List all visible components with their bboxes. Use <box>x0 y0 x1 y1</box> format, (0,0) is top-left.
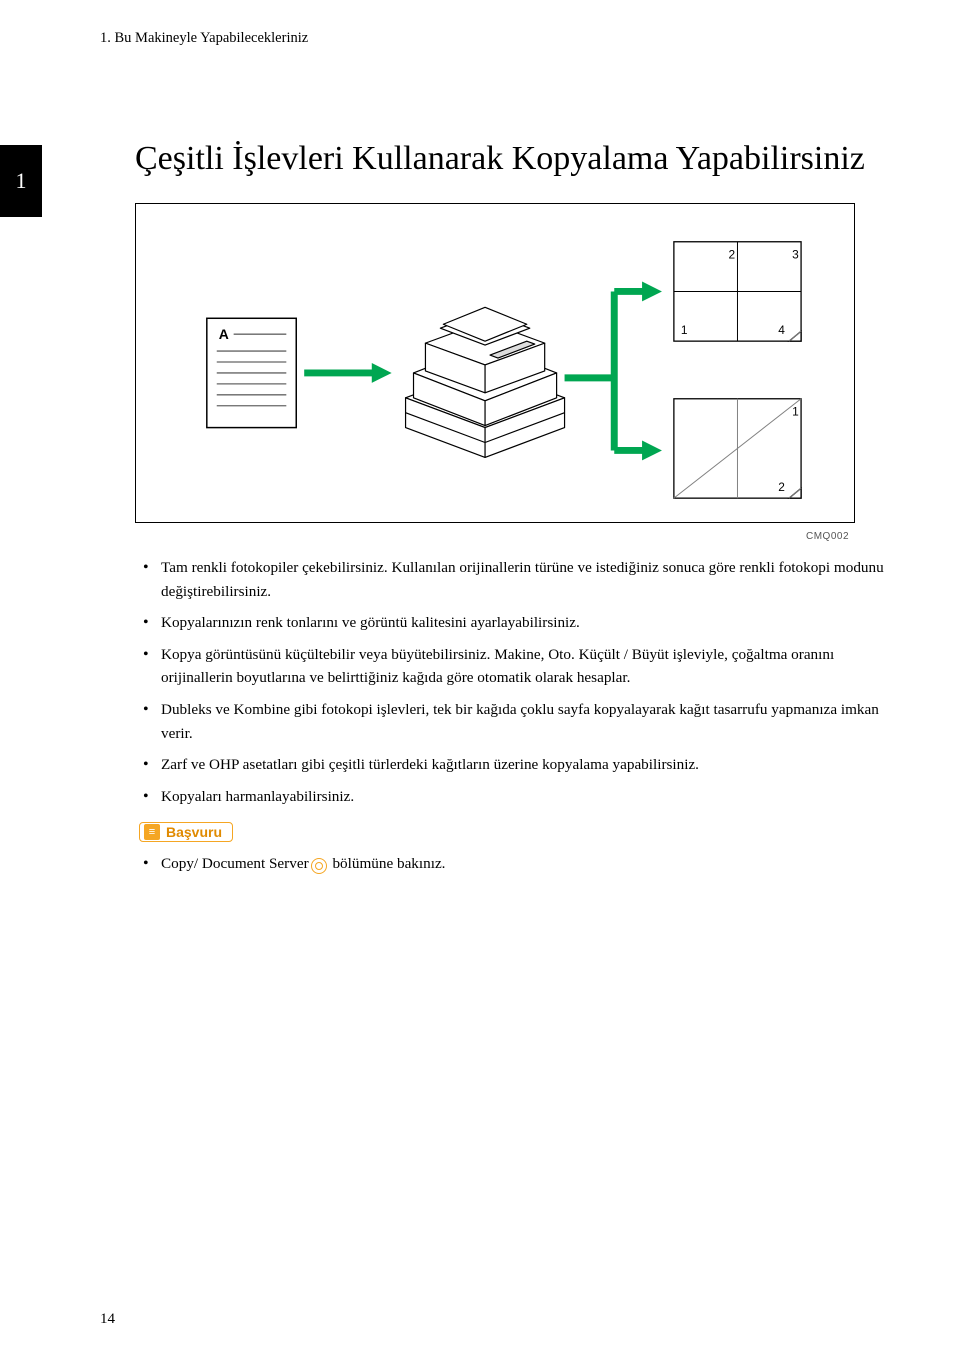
output-two-up: 1 2 <box>674 399 801 498</box>
arrow-head-bottom <box>642 441 662 461</box>
out-bottom-tr: 1 <box>792 405 799 419</box>
reference-list: Copy/ Document Server bölümüne bakınız. <box>135 852 900 876</box>
output-four-up: 2 3 1 4 <box>674 242 801 341</box>
out-top-tl: 2 <box>729 248 736 262</box>
diagram-svg: A <box>136 204 854 522</box>
diagram-code: CMQ002 <box>135 531 855 542</box>
feature-list: Tam renkli fotokopiler çekebilirsiniz. K… <box>135 556 900 808</box>
copy-workflow-diagram: A <box>135 203 855 523</box>
list-item: Kopyalarınızın renk tonlarını ve görüntü… <box>139 611 900 635</box>
page-number: 14 <box>100 1311 115 1328</box>
reference-label: Başvuru <box>166 824 222 840</box>
list-item: Kopya görüntüsünü küçültebilir veya büyü… <box>139 643 900 690</box>
out-top-bl: 1 <box>681 323 688 337</box>
arrow-head-top <box>642 282 662 302</box>
main-content: Çeşitli İşlevleri Kullanarak Kopyalama Y… <box>0 47 960 876</box>
list-item: Copy/ Document Server bölümüne bakınız. <box>139 852 900 876</box>
list-item: Kopyaları harmanlayabilirsiniz. <box>139 785 900 809</box>
out-top-br: 4 <box>778 323 785 337</box>
arrow-to-outputs <box>565 292 645 451</box>
doc-label: A <box>219 326 229 342</box>
cd-icon <box>311 858 327 874</box>
out-bottom-br: 2 <box>778 480 785 494</box>
chapter-tab: 1 <box>0 145 42 217</box>
input-document: A <box>207 318 296 427</box>
chapter-heading: 1. Bu Makineyle Yapabilecekleriniz <box>0 0 960 47</box>
printer-icon <box>406 308 565 458</box>
list-item: Zarf ve OHP asetatları gibi çeşitli türl… <box>139 753 900 777</box>
ref-text-before: Copy/ Document Server <box>161 855 309 872</box>
list-item: Dubleks ve Kombine gibi fotokopi işlevle… <box>139 698 900 745</box>
list-item: Tam renkli fotokopiler çekebilirsiniz. K… <box>139 556 900 603</box>
section-title: Çeşitli İşlevleri Kullanarak Kopyalama Y… <box>135 137 900 181</box>
reference-icon: ≡ <box>144 824 160 840</box>
arrow-to-printer <box>304 363 391 383</box>
reference-badge: ≡ Başvuru <box>139 822 233 842</box>
out-top-tr: 3 <box>792 248 799 262</box>
ref-text-after: bölümüne bakınız. <box>329 855 446 872</box>
